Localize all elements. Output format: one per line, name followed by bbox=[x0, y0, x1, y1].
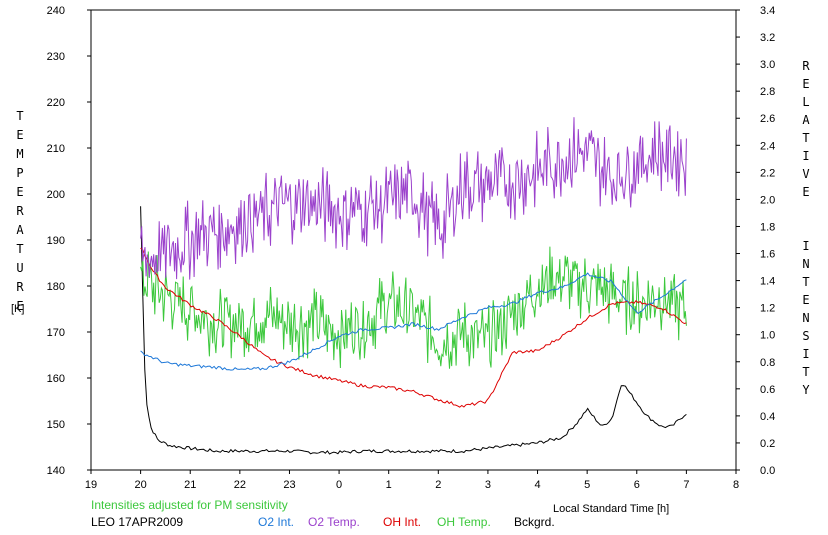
x-tick-label: 8 bbox=[733, 479, 739, 491]
y-right-label-letter: T bbox=[802, 131, 809, 145]
plot-frame bbox=[90, 9, 737, 471]
y-left-tick-label: 220 bbox=[47, 97, 65, 109]
station-label: LEO 17APR2009 bbox=[91, 515, 183, 529]
y-left-label-letter: R bbox=[16, 204, 24, 218]
y-right-label-letter: R bbox=[802, 59, 810, 73]
y-left-tick-label: 140 bbox=[47, 465, 65, 477]
y-right-tick-label: 0.0 bbox=[760, 465, 775, 477]
x-tick-label: 3 bbox=[485, 479, 491, 491]
axis-ticks: 19 20 21 22 23 0 1 2 3 4 5 6 7 8140150160170180190200… bbox=[47, 5, 776, 491]
y-left-label-letter: M bbox=[16, 147, 23, 161]
y-right-tick-label: 3.4 bbox=[760, 5, 775, 17]
x-tick-label: 23 bbox=[283, 479, 295, 491]
y-right-label-letter: I bbox=[802, 239, 809, 253]
y-right-tick-label: 2.8 bbox=[760, 86, 775, 98]
y-left-label-letter: T bbox=[16, 242, 23, 256]
legend: O2 Int. O2 Temp. OH Int. OH Temp. Bckgrd… bbox=[258, 515, 555, 529]
y-right-label-letter: S bbox=[802, 329, 809, 343]
y-left-tick-label: 210 bbox=[47, 143, 65, 155]
series-line-bckgrd bbox=[140, 206, 687, 455]
legend-bckgrd: Bckgrd. bbox=[514, 515, 555, 529]
y-right-tick-label: 1.6 bbox=[760, 249, 775, 261]
x-tick-label: 20 bbox=[134, 479, 146, 491]
y-left-label-letter: U bbox=[16, 261, 23, 275]
y-right-tick-label: 0.2 bbox=[760, 438, 775, 450]
x-tick-label: 5 bbox=[584, 479, 590, 491]
y-right-label-letter: E bbox=[802, 77, 809, 91]
y-left-tick-label: 230 bbox=[47, 51, 65, 63]
y-right-label-letter: I bbox=[802, 149, 809, 163]
y-right-tick-label: 1.2 bbox=[760, 303, 775, 315]
x-tick-label: 4 bbox=[534, 479, 540, 491]
x-axis-label: Local Standard Time [h] bbox=[553, 503, 669, 515]
x-tick-label: 0 bbox=[336, 479, 342, 491]
y-left-tick-label: 150 bbox=[47, 419, 65, 431]
y-left-label-letter: T bbox=[16, 109, 23, 123]
x-tick-label: 19 bbox=[85, 479, 97, 491]
series-line-oh-int bbox=[140, 247, 687, 408]
y-right-tick-label: 2.6 bbox=[760, 113, 775, 125]
x-tick-label: 7 bbox=[683, 479, 689, 491]
y-left-unit: [K] bbox=[11, 303, 24, 315]
y-right-label-letter: V bbox=[802, 167, 809, 181]
y-right-tick-label: 3.0 bbox=[760, 59, 775, 71]
y-right-label-letter: N bbox=[802, 257, 809, 271]
series-line-o2-int bbox=[140, 272, 687, 371]
x-tick-label: 6 bbox=[634, 479, 640, 491]
y-left-tick-label: 170 bbox=[47, 327, 65, 339]
y-right-tick-label: 3.2 bbox=[760, 32, 775, 44]
y-left-label-letter: E bbox=[16, 299, 23, 313]
y-left-tick-label: 200 bbox=[47, 189, 65, 201]
y-right-label-letter: L bbox=[802, 95, 809, 109]
y-right-label-letter: A bbox=[802, 113, 810, 127]
y-left-label-letter: P bbox=[16, 166, 23, 180]
legend-o2-temp: O2 Temp. bbox=[308, 515, 360, 529]
y-right-tick-label: 0.6 bbox=[760, 384, 775, 396]
adjustment-note: Intensities adjusted for PM sensitivity bbox=[91, 498, 288, 512]
x-tick-label: 2 bbox=[435, 479, 441, 491]
y-left-tick-label: 190 bbox=[47, 235, 65, 247]
y-right-label-letter: T bbox=[802, 275, 809, 289]
y-right-tick-label: 1.8 bbox=[760, 221, 775, 233]
legend-oh-int: OH Int. bbox=[383, 515, 421, 529]
y-right-tick-label: 1.0 bbox=[760, 330, 775, 342]
y-right-tick-label: 0.8 bbox=[760, 357, 775, 369]
x-tick-label: 21 bbox=[184, 479, 196, 491]
y-left-label-letter: A bbox=[16, 223, 24, 237]
y-right-tick-label: 0.4 bbox=[760, 411, 775, 423]
y-left-label-letter: E bbox=[16, 128, 23, 142]
series-line-o2-temp bbox=[140, 117, 687, 280]
series-line-oh-temp bbox=[140, 246, 687, 369]
y-right-label-letter: T bbox=[802, 365, 809, 379]
y-left-tick-label: 160 bbox=[47, 373, 65, 385]
y-right-label-letter: N bbox=[802, 311, 809, 325]
y-right-tick-label: 2.0 bbox=[760, 194, 775, 206]
x-tick-label: 22 bbox=[234, 479, 246, 491]
x-tick-label: 1 bbox=[386, 479, 392, 491]
legend-oh-temp: OH Temp. bbox=[437, 515, 491, 529]
legend-o2-int: O2 Int. bbox=[258, 515, 294, 529]
y-left-label-letter: R bbox=[16, 280, 24, 294]
y-right-tick-label: 2.4 bbox=[760, 140, 775, 152]
y-left-tick-label: 240 bbox=[47, 5, 65, 17]
y-right-label-letter: E bbox=[802, 293, 809, 307]
y-right-tick-label: 1.4 bbox=[760, 276, 775, 288]
y-left-tick-label: 180 bbox=[47, 281, 65, 293]
y-right-tick-label: 2.2 bbox=[760, 167, 775, 179]
y-right-label-letter: Y bbox=[802, 383, 810, 397]
y-right-label-letter: E bbox=[802, 185, 809, 199]
y-right-label-letter: I bbox=[802, 347, 809, 361]
series-layer bbox=[140, 117, 687, 455]
y-left-label-letter: E bbox=[16, 185, 23, 199]
